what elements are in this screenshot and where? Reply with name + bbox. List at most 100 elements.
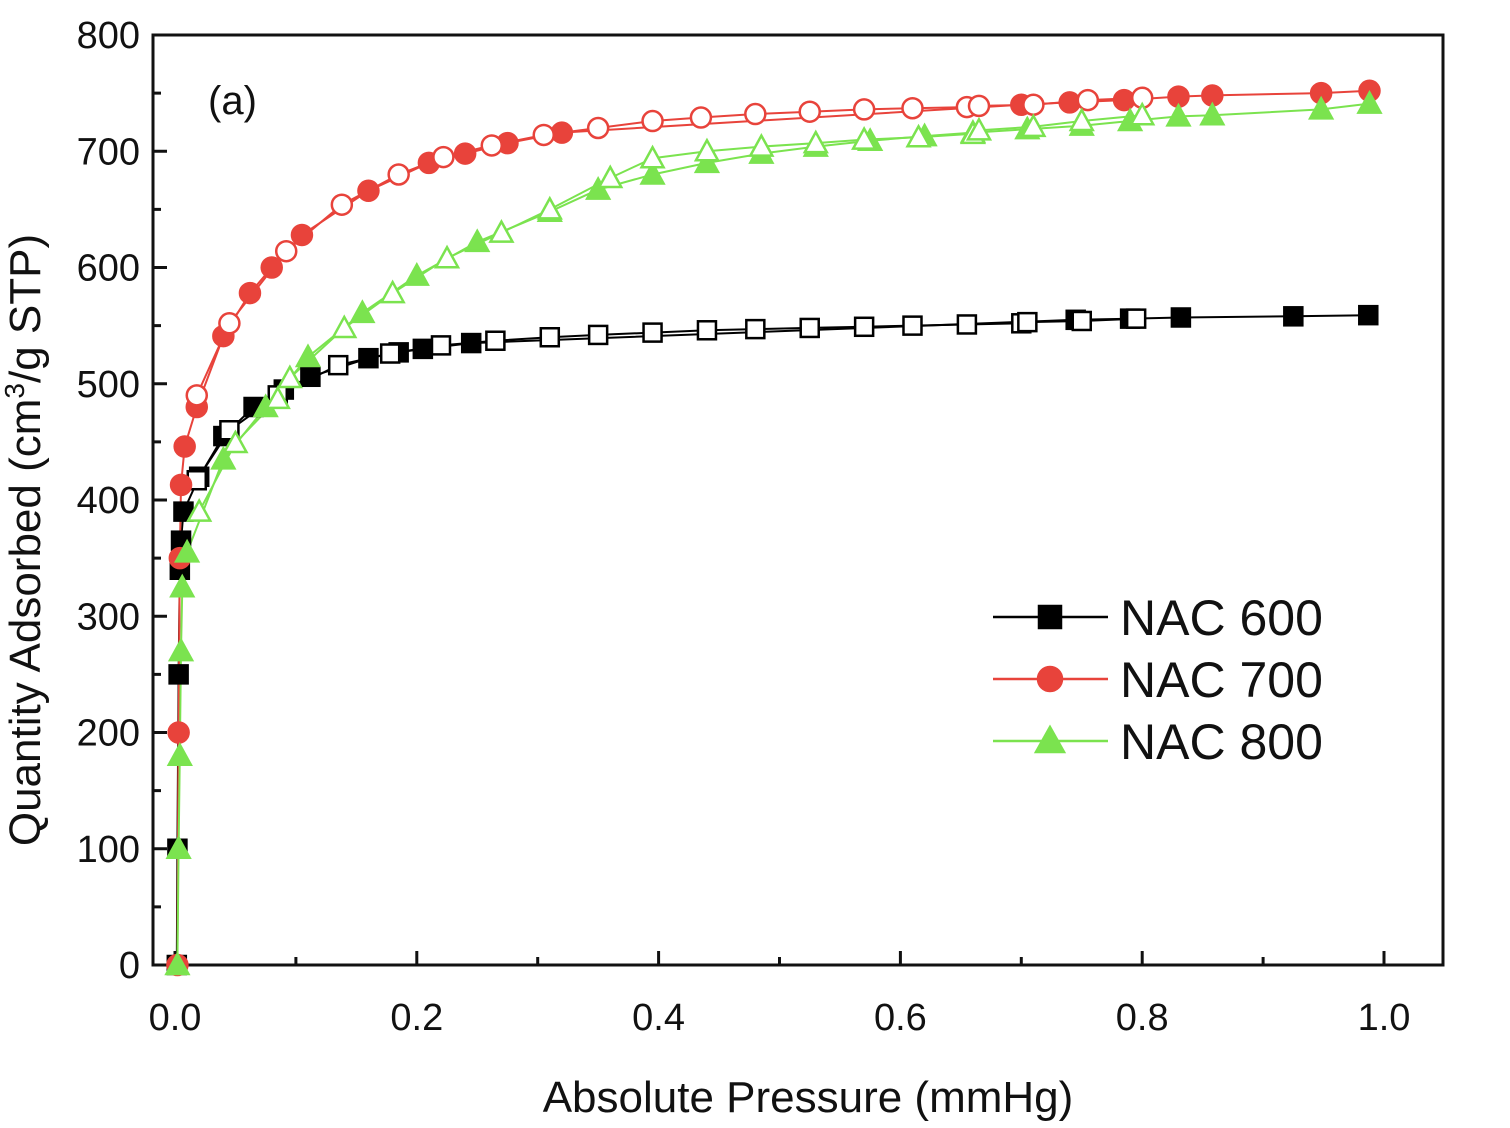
desorption-point [276,364,303,389]
desorption-point [330,193,354,216]
adsorption-point [294,343,322,368]
y-axis-title-sup: 3 [0,383,30,399]
desorption-point [222,429,249,454]
desorption-point [956,314,978,335]
desorption-point [586,116,610,140]
desorption-point [1022,93,1045,116]
adsorption-point [290,223,314,247]
adsorption-point [453,142,477,165]
desorption-point [379,343,401,364]
adsorption-point [173,435,196,458]
desorption-point [642,322,663,343]
adsorption-point [167,721,190,744]
desorption-point [748,133,775,157]
desorption-point [693,137,721,162]
y-tick-label: 400 [77,480,140,522]
adsorption-point [168,664,189,685]
adsorption-point [1199,101,1226,126]
legend-label: NAC 600 [1120,590,1323,646]
y-axis-title-main: Quantity Adsorbed (cm [1,399,50,847]
y-axis-title: Quantity Adsorbed (cm3/g STP) [0,234,50,846]
plot-frame [151,33,1445,967]
desorption-point [853,316,875,338]
desorption-point [539,327,561,348]
adsorption-point [173,538,201,563]
desorption-point [485,330,506,351]
adsorption-point [693,149,721,174]
adsorption-point [1165,102,1192,127]
adsorption-point [164,951,191,976]
desorption-point [186,498,213,522]
adsorption-point [1112,88,1136,112]
adsorption-point [403,262,430,286]
y-tick-label: 700 [77,131,140,173]
panel-label: (a) [208,79,257,123]
desorption-point [639,144,666,169]
desorption-point [1017,311,1038,333]
desorption-point [798,100,821,123]
x-tick-label: 0.4 [632,997,685,1039]
desorption-point [1068,107,1095,132]
adsorption-point [1308,95,1335,120]
legend-marker [1036,665,1064,693]
desorption-point [689,106,713,129]
adsorption-point [349,299,376,324]
legend-marker [1033,724,1067,754]
adsorption-point [260,256,283,279]
adsorption-point [165,835,192,859]
desorption-point [696,320,718,341]
desorption-point [852,98,876,121]
series-nac-700-lines [176,89,1370,966]
desorption-line [195,96,1143,396]
y-tick-label: 200 [77,713,140,755]
desorption-point [327,354,349,376]
y-tick-label: 0 [119,945,140,987]
legend-entry-nac-700: NAC 700 [993,652,1323,708]
y-tick-label: 100 [77,829,140,871]
adsorption-line [176,102,1370,966]
y-tick-label: 600 [77,248,140,290]
desorption-point [488,219,515,243]
desorption-point [1076,88,1100,112]
desorption-point [905,123,932,148]
desorption-point [965,116,993,141]
adsorption-point [412,338,434,360]
adsorption-point [550,121,574,144]
desorption-point [745,318,766,340]
adsorption-point [166,742,193,766]
y-axis-title-end: /g STP) [1,234,50,383]
legend-label: NAC 700 [1120,652,1323,708]
adsorption-point [1356,89,1383,114]
adsorption-point [169,573,196,598]
desorption-point [1129,101,1156,126]
desorption-point [799,317,820,339]
adsorption-point [238,281,262,305]
desorption-point [1020,113,1047,138]
x-axis-title: Absolute Pressure (mmHg) [543,1073,1074,1122]
desorption-point [597,164,624,189]
desorption-point [331,314,358,339]
desorption-point [536,195,563,220]
y-tick-label: 500 [77,364,140,406]
series-nac-700-markers [166,79,1381,977]
legend-marker [1037,604,1063,630]
adsorption-point [1170,307,1192,328]
x-tick-label: 1.0 [1358,997,1411,1039]
x-tick-label: 0.0 [149,997,202,1039]
legend-entry-nac-800: NAC 800 [993,714,1323,770]
adsorption-point [210,445,237,470]
desorption-point [433,244,461,269]
x-tick-label: 0.8 [1116,997,1169,1039]
x-tick-label: 0.6 [874,997,927,1039]
desorption-point [744,102,767,126]
desorption-point [1125,308,1147,329]
adsorption-point [464,228,491,253]
adsorption-point [1058,91,1081,114]
adsorption-point [167,637,195,662]
adsorption-line [176,89,1370,966]
desorption-point [1071,310,1092,332]
desorption-point [379,279,406,304]
desorption-point [264,385,291,410]
desorption-point [480,134,504,157]
